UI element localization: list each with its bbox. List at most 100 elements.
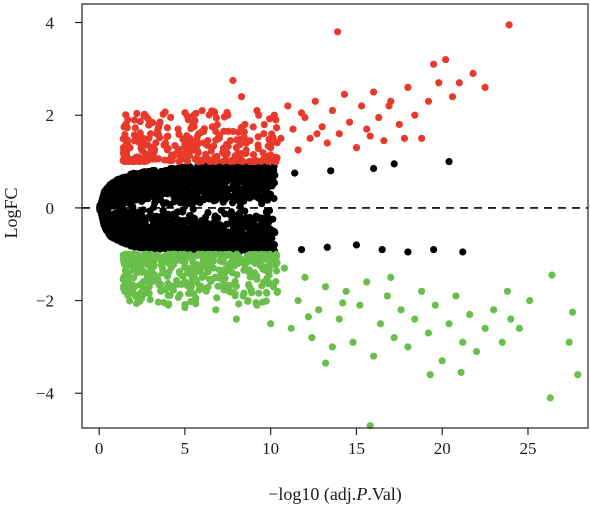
not-significant-point [327, 167, 335, 175]
not-significant-point [430, 245, 438, 254]
up-regulated-point [284, 102, 292, 110]
down-regulated-point [246, 283, 254, 292]
not-significant-point [257, 178, 265, 186]
up-regulated-point [297, 109, 306, 117]
down-regulated-point [452, 292, 460, 300]
up-regulated-point [163, 124, 171, 132]
y-axis-title: LogFC [1, 187, 21, 238]
not-significant-point [258, 229, 266, 238]
not-significant-point [184, 178, 192, 187]
down-regulated-point [235, 300, 243, 308]
not-significant-point [218, 164, 227, 172]
down-regulated-point [376, 320, 385, 328]
up-regulated-point [181, 139, 189, 147]
x-tick-label: 25 [519, 439, 536, 458]
x-axis-title: −log10 (adj.P.Val) [268, 484, 402, 505]
down-regulated-point [321, 283, 330, 291]
not-significant-point [221, 190, 229, 198]
down-regulated-point [143, 273, 151, 281]
not-significant-point [181, 187, 189, 195]
up-regulated-point [194, 157, 202, 166]
up-regulated-point [190, 111, 198, 119]
down-regulated-point [137, 267, 145, 275]
up-regulated-point [122, 120, 130, 128]
y-tick-label: 0 [46, 199, 55, 218]
not-significant-point [134, 171, 142, 179]
down-regulated-point [232, 315, 240, 323]
not-significant-point [215, 190, 223, 198]
not-significant-point [223, 220, 231, 228]
up-regulated-point [469, 69, 477, 78]
down-regulated-point [140, 252, 149, 260]
not-significant-point [204, 243, 212, 251]
not-significant-point [128, 216, 136, 224]
up-regulated-point [140, 110, 148, 118]
up-regulated-point [215, 134, 223, 142]
down-regulated-point [164, 269, 172, 277]
up-regulated-point [260, 130, 268, 138]
down-regulated-point [411, 315, 419, 323]
down-regulated-point [234, 258, 242, 266]
not-significant-point [136, 225, 145, 233]
not-significant-point [131, 243, 139, 251]
down-regulated-point [253, 251, 261, 259]
down-regulated-point [224, 261, 232, 269]
up-regulated-point [219, 148, 227, 156]
up-regulated-point [340, 90, 349, 98]
up-regulated-point [121, 151, 129, 159]
not-significant-point [162, 226, 170, 234]
not-significant-point [226, 211, 234, 219]
x-tick-label: 15 [348, 439, 365, 458]
down-regulated-point [459, 338, 467, 346]
not-significant-point [128, 230, 136, 239]
up-regulated-point [435, 79, 443, 87]
up-regulated-point [259, 149, 267, 157]
down-regulated-point [472, 347, 481, 356]
not-significant-point [113, 216, 121, 224]
down-regulated-point [546, 394, 554, 402]
not-significant-point [240, 197, 248, 205]
down-regulated-point [158, 269, 167, 277]
down-regulated-point [146, 295, 154, 304]
not-significant-point [176, 196, 185, 204]
down-regulated-point [158, 264, 166, 272]
up-regulated-point [138, 137, 146, 145]
up-regulated-point [380, 137, 388, 145]
up-regulated-point [272, 116, 280, 124]
not-significant-point [129, 205, 137, 213]
down-regulated-point [132, 299, 141, 308]
down-regulated-point [342, 287, 350, 295]
down-regulated-point [195, 282, 204, 290]
not-significant-point [160, 199, 168, 207]
down-regulated-point [266, 250, 274, 258]
not-significant-point [235, 209, 244, 217]
up-regulated-point [333, 28, 342, 36]
down-regulated-point [157, 287, 165, 295]
not-significant-point [183, 228, 191, 237]
up-regulated-point [369, 88, 378, 96]
down-regulated-point [363, 278, 371, 286]
up-regulated-point [229, 127, 237, 136]
up-regulated-point [272, 124, 281, 132]
down-regulated-point [231, 252, 239, 260]
down-regulated-point [262, 288, 270, 297]
not-significant-point [252, 186, 260, 194]
not-significant-point [378, 245, 386, 254]
x-axis: 0 5 10 15 20 25 [95, 428, 536, 458]
not-significant-point [167, 165, 175, 173]
down-regulated-point [176, 269, 184, 277]
not-significant-point [230, 243, 238, 251]
not-significant-point [161, 185, 169, 193]
down-regulated-point [267, 320, 275, 328]
up-regulated-point [210, 142, 218, 150]
up-regulated-point [183, 157, 191, 165]
not-significant-point [134, 208, 142, 216]
up-regulated-point [160, 141, 168, 149]
up-regulated-point [232, 144, 240, 152]
not-significant-point [164, 237, 172, 246]
down-regulated-point [424, 329, 433, 337]
down-regulated-point [244, 297, 252, 305]
not-significant-point [221, 180, 229, 189]
down-regulated-point [129, 274, 138, 282]
not-significant-point [267, 226, 275, 234]
